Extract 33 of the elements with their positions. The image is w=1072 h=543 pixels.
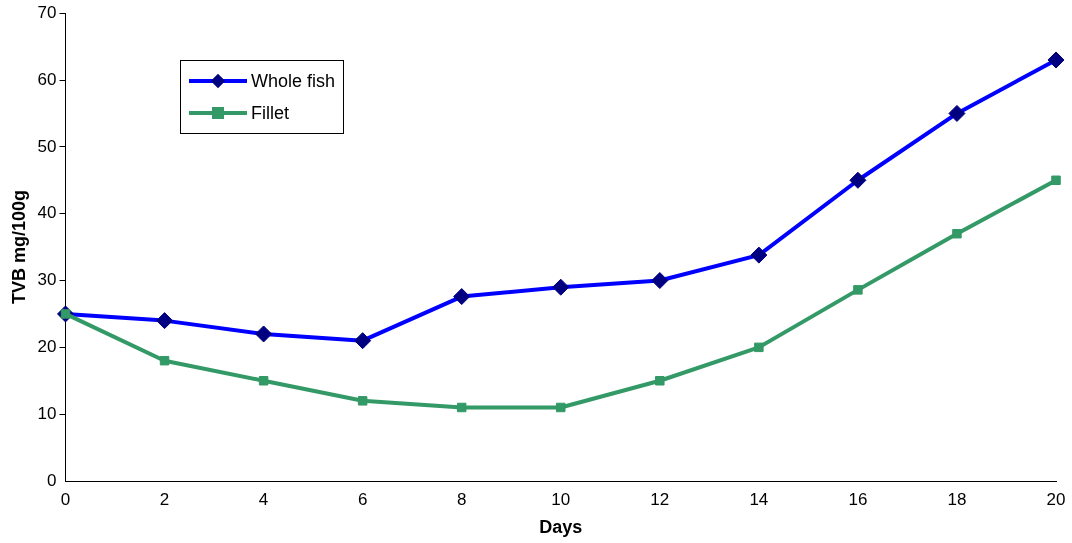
y-tick-label: 50 [37, 136, 57, 156]
x-tick-label: 4 [258, 489, 269, 509]
x-tick-label: 6 [357, 489, 368, 509]
point [853, 285, 863, 295]
x-axis-title: Days [539, 517, 583, 538]
point [655, 376, 665, 386]
y-tick-label: 60 [37, 69, 57, 89]
x-tick-label: 0 [60, 489, 71, 509]
y-tick-label: 70 [37, 2, 57, 22]
point [1051, 175, 1061, 186]
x-tick-label: 16 [848, 489, 868, 509]
legend-label: Fillet [251, 102, 290, 124]
y-tick-label: 40 [37, 203, 57, 223]
x-tick-label: 20 [1046, 489, 1066, 509]
y-tick-label: 20 [37, 337, 57, 357]
point [556, 402, 566, 413]
y-tick-label: 30 [37, 270, 57, 290]
x-tick-label: 18 [947, 489, 967, 509]
legend-label: Whole fish [251, 70, 336, 92]
point [754, 342, 764, 353]
x-tick-label: 10 [551, 489, 571, 509]
x-tick-label: 14 [749, 489, 769, 509]
x-tick-label: 8 [456, 489, 467, 509]
x-tick-label: 2 [159, 489, 170, 509]
point [952, 228, 962, 239]
point [159, 355, 170, 366]
y-tick-label: 0 [47, 470, 57, 490]
y-axis-title: TVB mg/100g [8, 190, 29, 305]
x-tick-label: 12 [650, 489, 670, 509]
point [456, 402, 467, 413]
point [357, 396, 368, 406]
y-tick-label: 10 [37, 403, 57, 423]
point [258, 376, 269, 386]
